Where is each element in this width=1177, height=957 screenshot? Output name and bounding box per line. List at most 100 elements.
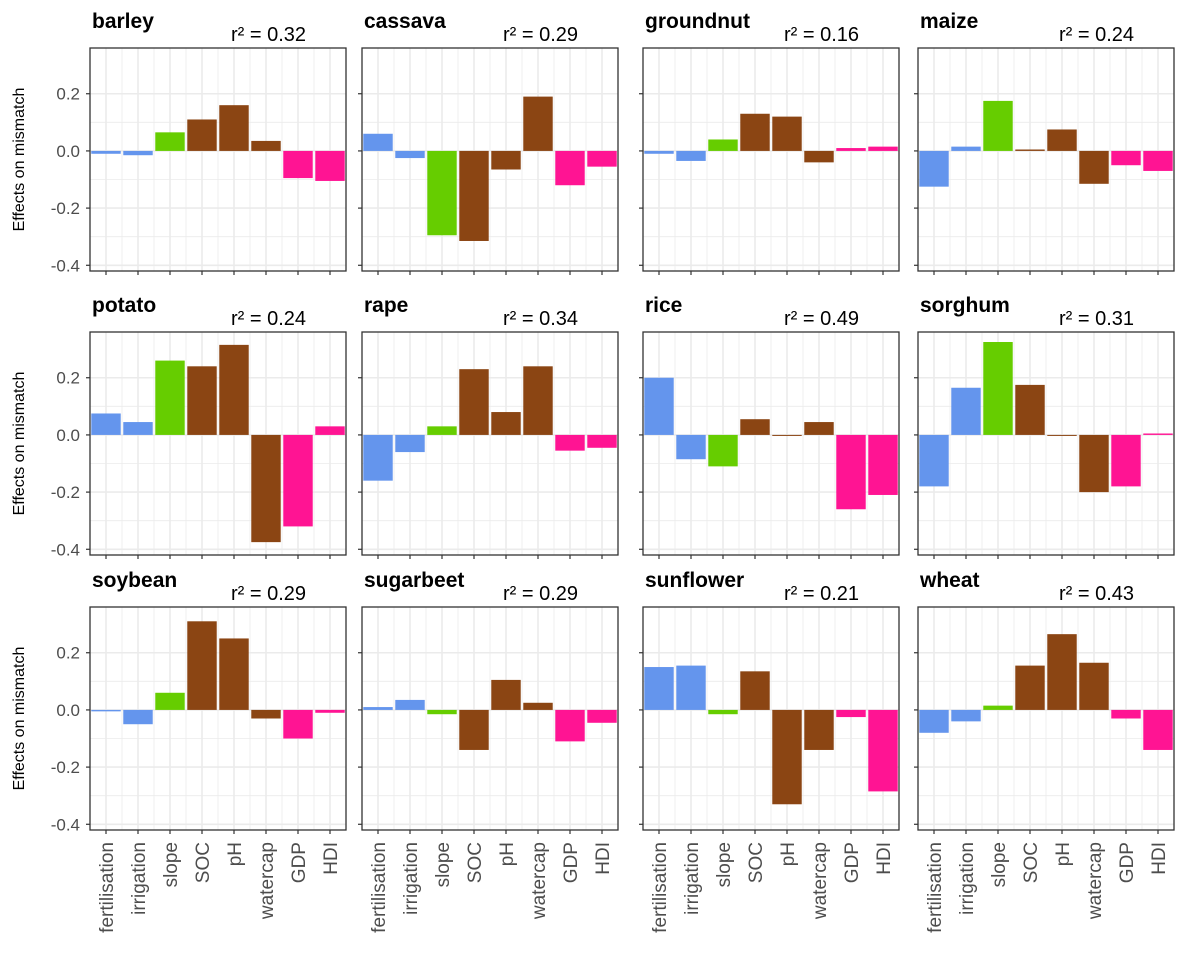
bar-sunflower-fertilisation <box>644 667 674 710</box>
bar-sorghum-GDP <box>1111 434 1141 487</box>
bar-barley-irrigation <box>123 150 153 156</box>
bar-wheat-GDP <box>1111 709 1141 719</box>
bar-sugarbeet-irrigation <box>395 699 425 710</box>
x-tick-label-slope: slope <box>161 842 182 887</box>
facet-title: sugarbeet <box>364 569 464 592</box>
bar-potato-irrigation <box>123 422 153 435</box>
x-tick-label-pH: pH <box>1053 842 1074 866</box>
bar-maize-irrigation <box>951 146 981 151</box>
facet-title: potato <box>92 294 156 317</box>
facet-panel-sunflower: fertilisation irrigation slope SOC pH waterca… <box>639 569 900 933</box>
facet-title: sunflower <box>645 569 744 592</box>
y-tick-label: 0.2 <box>56 85 80 104</box>
bar-potato-HDI <box>315 426 345 435</box>
r-squared-label: r² = 0.29 <box>503 583 578 605</box>
bar-groundnut-pH <box>772 116 802 151</box>
facet-panel-potato: 0.2 0.0 -0.2 -0.4 potato r² = 0.24 <box>51 294 347 559</box>
r-squared-label: r² = 0.24 <box>1059 24 1134 46</box>
bar-wheat-HDI <box>1143 709 1173 750</box>
r-squared-label: r² = 0.49 <box>784 308 859 330</box>
x-tick-label-HDI: HDI <box>1149 842 1170 875</box>
x-tick-label-SOC: SOC <box>1021 842 1042 883</box>
r-squared-label: r² = 0.34 <box>503 308 578 330</box>
bar-maize-HDI <box>1143 150 1173 171</box>
bar-maize-pH <box>1047 129 1077 151</box>
bar-barley-watercap <box>251 140 281 151</box>
bar-sorghum-SOC <box>1015 384 1045 435</box>
x-tick-label-irrigation: irrigation <box>401 842 422 915</box>
bar-sorghum-fertilisation <box>919 434 949 487</box>
facet-panel-wheat: fertilisation irrigation slope SOC pH waterca… <box>914 569 1175 933</box>
bar-maize-SOC <box>1015 149 1045 151</box>
facet-title: soybean <box>92 569 177 592</box>
r-squared-label: r² = 0.32 <box>231 24 306 46</box>
x-tick-label-irrigation: irrigation <box>129 842 150 915</box>
bar-sorghum-watercap <box>1079 434 1109 493</box>
bar-rape-watercap <box>523 366 553 435</box>
bar-wheat-SOC <box>1015 665 1045 710</box>
panel-border <box>89 606 347 831</box>
bar-soybean-GDP <box>283 709 313 739</box>
bar-sunflower-GDP <box>836 709 866 718</box>
x-tick-label-pH: pH <box>778 842 799 866</box>
y-tick-label: -0.2 <box>51 199 80 218</box>
bar-barley-HDI <box>315 150 345 181</box>
y-axis-title: Effects on mismatch <box>11 647 28 791</box>
facet-title: barley <box>92 10 154 33</box>
x-tick-label-irrigation: irrigation <box>682 842 703 915</box>
bar-rice-GDP <box>836 434 866 510</box>
bar-soybean-pH <box>219 638 249 710</box>
bar-rape-GDP <box>555 434 585 451</box>
bar-barley-pH <box>219 105 249 151</box>
bar-rape-slope <box>427 426 457 435</box>
r-squared-label: r² = 0.31 <box>1059 308 1134 330</box>
bar-wheat-irrigation <box>951 709 981 722</box>
r-squared-label: r² = 0.21 <box>784 583 859 605</box>
x-tick-label-SOC: SOC <box>746 842 767 883</box>
facet-panel-rape: rape r² = 0.34 <box>358 294 619 559</box>
bar-sunflower-watercap <box>804 709 834 750</box>
x-tick-label-fertilisation: fertilisation <box>369 842 390 933</box>
x-tick-label-HDI: HDI <box>321 842 342 875</box>
y-axis-title: Effects on mismatch <box>11 372 28 516</box>
x-tick-label-GDP: GDP <box>561 842 582 883</box>
bar-maize-watercap <box>1079 150 1109 184</box>
facet-title: cassava <box>364 10 446 33</box>
bar-cassava-SOC <box>459 150 489 241</box>
bar-rice-HDI <box>868 434 898 495</box>
x-tick-label-HDI: HDI <box>593 842 614 875</box>
bar-barley-SOC <box>187 119 217 151</box>
bar-soybean-watercap <box>251 709 281 719</box>
y-tick-label: 0.2 <box>56 369 80 388</box>
bar-rice-slope <box>708 434 738 467</box>
panel-border <box>642 606 900 831</box>
facet-title: wheat <box>919 569 980 592</box>
bar-rape-fertilisation <box>363 434 393 481</box>
facet-title: sorghum <box>920 294 1010 317</box>
bar-groundnut-GDP <box>836 148 866 151</box>
bar-sugarbeet-watercap <box>523 702 553 710</box>
x-tick-label-HDI: HDI <box>874 842 895 875</box>
facet-title: rice <box>645 294 682 317</box>
facet-panel-soybean: 0.2 0.0 -0.2 -0.4 fertilisation irrigation slo… <box>51 569 347 933</box>
x-tick-label-slope: slope <box>989 842 1010 887</box>
x-tick-label-GDP: GDP <box>842 842 863 883</box>
x-tick-label-pH: pH <box>225 842 246 866</box>
bar-sugarbeet-SOC <box>459 709 489 750</box>
bar-sorghum-irrigation <box>951 387 981 435</box>
bar-sunflower-slope <box>708 709 738 715</box>
bar-groundnut-SOC <box>740 113 770 151</box>
facet-panel-maize: maize r² = 0.24 <box>914 10 1175 275</box>
r-squared-label: r² = 0.16 <box>784 24 859 46</box>
bar-cassava-pH <box>491 150 521 170</box>
bar-barley-fertilisation <box>91 150 121 154</box>
bar-cassava-slope <box>427 150 457 236</box>
r-squared-label: r² = 0.29 <box>503 24 578 46</box>
bar-sorghum-HDI <box>1143 433 1173 435</box>
x-tick-label-watercap: watercap <box>1085 842 1106 920</box>
panel-border <box>642 331 900 556</box>
bar-rice-irrigation <box>676 434 706 460</box>
x-tick-label-fertilisation: fertilisation <box>650 842 671 933</box>
bar-cassava-fertilisation <box>363 133 393 151</box>
